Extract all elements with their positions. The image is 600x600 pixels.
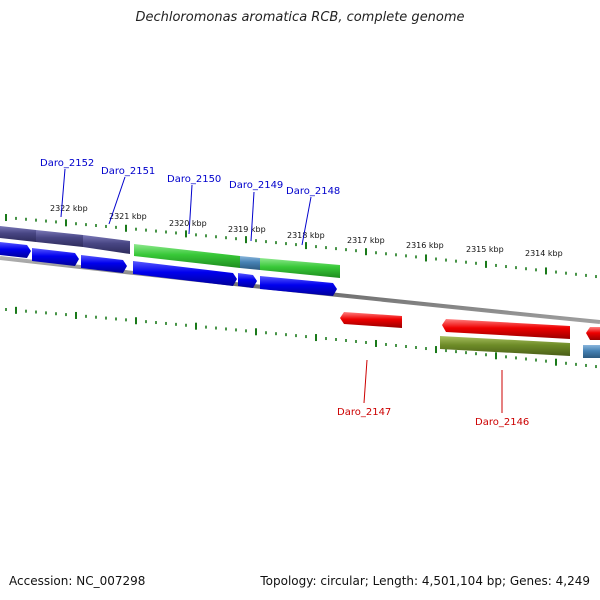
gene-feature-dark[interactable] [36,230,83,247]
gene-label-daro-2149[interactable]: Daro_2149 [229,180,283,191]
gene-feature-dark[interactable] [0,226,36,242]
leader-line [188,184,193,235]
leader-line [108,176,126,225]
gene-arrow-forward[interactable] [0,242,31,258]
leader-line [363,359,368,404]
gene-label-daro-2152[interactable]: Daro_2152 [40,158,94,169]
gene-label-daro-2146[interactable]: Daro_2146 [475,417,529,428]
tick-label: 2322 kbp [50,204,88,213]
forward-inner-features [0,242,337,296]
leader-line [301,196,312,246]
label-leaders [60,168,503,413]
gene-arrow-forward[interactable] [32,248,79,266]
gene-label-daro-2148[interactable]: Daro_2148 [286,186,340,197]
tick-label: 2321 kbp [109,212,147,221]
rna-feature-green[interactable] [134,244,240,268]
gene-label-daro-2150[interactable]: Daro_2150 [167,174,221,185]
upper-tick-track [5,214,597,279]
tick-label: 2316 kbp [406,241,444,250]
gene-label-daro-2147[interactable]: Daro_2147 [337,407,391,418]
tick-label: 2317 kbp [347,236,385,245]
gene-feature-steelblue[interactable] [240,256,260,270]
leader-line [250,191,255,242]
tick-label: 2314 kbp [525,249,563,258]
gene-feature-steelblue[interactable] [583,345,600,358]
tick-label: 2318 kbp [287,231,325,240]
accession-text: Accession: NC_007298 [9,574,146,588]
gene-arrow-forward[interactable] [81,255,127,273]
genome-summary-text: Topology: circular; Length: 4,501,104 bp… [260,574,590,588]
tick-label: 2319 kbp [228,225,266,234]
gene-label-daro-2151[interactable]: Daro_2151 [101,166,155,177]
tick-label: 2320 kbp [169,219,207,228]
gene-arrow-forward[interactable] [238,273,257,288]
forward-outer-features [0,226,340,278]
lower-tick-track [5,306,597,369]
gene-arrow-forward[interactable] [133,261,237,286]
rna-feature-green[interactable] [260,258,340,278]
reverse-features [340,312,600,358]
leader-line [60,168,66,218]
gene-feature-dark[interactable] [83,235,130,254]
coordinate-labels: 2322 kbp 2321 kbp 2320 kbp 2319 kbp 2318… [50,204,563,258]
tick-label: 2315 kbp [466,245,504,254]
gene-arrow-reverse[interactable] [442,319,570,339]
gene-feature-olive[interactable] [440,336,570,356]
map-title: Dechloromonas aromatica RCB, complete ge… [135,10,465,25]
gene-arrow-forward[interactable] [260,276,337,296]
gene-arrow-reverse[interactable] [586,327,600,340]
gene-arrow-reverse[interactable] [340,312,402,328]
